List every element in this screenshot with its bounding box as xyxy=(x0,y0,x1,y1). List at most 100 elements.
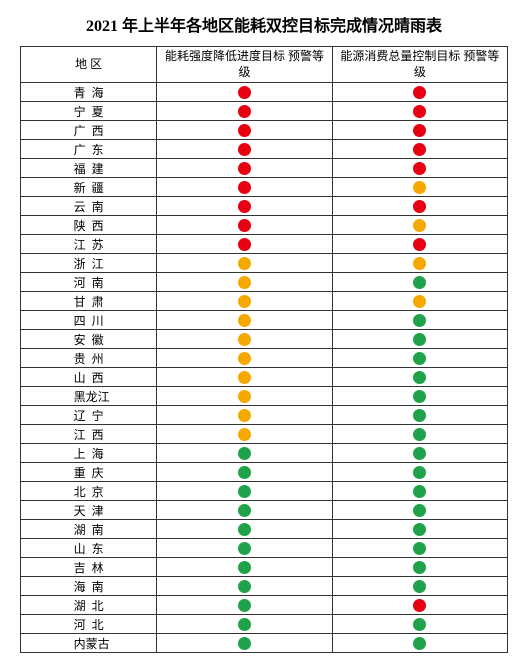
status-dot-icon xyxy=(238,599,251,612)
table-row: 广东 xyxy=(21,140,508,159)
region-cell: 四川 xyxy=(21,311,157,330)
status-dot-icon xyxy=(413,542,426,555)
table-row: 四川 xyxy=(21,311,508,330)
consumption-cell xyxy=(332,444,507,463)
region-cell: 安徽 xyxy=(21,330,157,349)
status-dot-icon xyxy=(413,238,426,251)
consumption-cell xyxy=(332,349,507,368)
status-dot-icon xyxy=(413,466,426,479)
region-cell: 陕西 xyxy=(21,216,157,235)
status-dot-icon xyxy=(413,124,426,137)
table-row: 浙江 xyxy=(21,254,508,273)
status-dot-icon xyxy=(238,485,251,498)
status-dot-icon xyxy=(238,105,251,118)
region-cell: 湖北 xyxy=(21,596,157,615)
status-dot-icon xyxy=(238,447,251,460)
status-dot-icon xyxy=(238,580,251,593)
status-dot-icon xyxy=(238,219,251,232)
header-consumption: 能源消费总量控制目标 预警等级 xyxy=(332,47,507,83)
table-row: 陕西 xyxy=(21,216,508,235)
status-dot-icon xyxy=(238,618,251,631)
consumption-cell xyxy=(332,539,507,558)
intensity-cell xyxy=(157,197,332,216)
intensity-cell xyxy=(157,444,332,463)
table-header-row: 地 区 能耗强度降低进度目标 预警等级 能源消费总量控制目标 预警等级 xyxy=(21,47,508,83)
status-dot-icon xyxy=(238,466,251,479)
region-cell: 江西 xyxy=(21,425,157,444)
intensity-cell xyxy=(157,121,332,140)
table-row: 安徽 xyxy=(21,330,508,349)
status-dot-icon xyxy=(238,637,251,650)
table-row: 山西 xyxy=(21,368,508,387)
intensity-cell xyxy=(157,558,332,577)
consumption-cell xyxy=(332,368,507,387)
intensity-cell xyxy=(157,178,332,197)
consumption-cell xyxy=(332,482,507,501)
status-dot-icon xyxy=(238,390,251,403)
intensity-cell xyxy=(157,539,332,558)
table-row: 天津 xyxy=(21,501,508,520)
status-dot-icon xyxy=(238,542,251,555)
status-dot-icon xyxy=(413,200,426,213)
intensity-cell xyxy=(157,102,332,121)
intensity-cell xyxy=(157,349,332,368)
status-dot-icon xyxy=(238,238,251,251)
status-dot-icon xyxy=(238,523,251,536)
table-row: 吉林 xyxy=(21,558,508,577)
table-row: 黑龙江 xyxy=(21,387,508,406)
intensity-cell xyxy=(157,634,332,653)
status-dot-icon xyxy=(238,428,251,441)
table-row: 青海 xyxy=(21,83,508,102)
table-row: 贵州 xyxy=(21,349,508,368)
status-dot-icon xyxy=(238,314,251,327)
status-dot-icon xyxy=(238,86,251,99)
table-row: 福建 xyxy=(21,159,508,178)
status-dot-icon xyxy=(238,124,251,137)
region-cell: 福建 xyxy=(21,159,157,178)
table-row: 海南 xyxy=(21,577,508,596)
intensity-cell xyxy=(157,368,332,387)
table-row: 湖北 xyxy=(21,596,508,615)
intensity-cell xyxy=(157,577,332,596)
region-cell: 甘肃 xyxy=(21,292,157,311)
table-body: 青海宁夏广西广东福建新疆云南陕西江苏浙江河南甘肃四川安徽贵州山西黑龙江辽宁江西上… xyxy=(21,83,508,653)
status-dot-icon xyxy=(413,276,426,289)
intensity-cell xyxy=(157,216,332,235)
region-cell: 广东 xyxy=(21,140,157,159)
region-cell: 浙江 xyxy=(21,254,157,273)
table-row: 云南 xyxy=(21,197,508,216)
status-dot-icon xyxy=(413,561,426,574)
consumption-cell xyxy=(332,463,507,482)
status-dot-icon xyxy=(413,314,426,327)
region-cell: 上海 xyxy=(21,444,157,463)
table-row: 内蒙古 xyxy=(21,634,508,653)
intensity-cell xyxy=(157,330,332,349)
intensity-cell xyxy=(157,482,332,501)
status-dot-icon xyxy=(413,257,426,270)
status-dot-icon xyxy=(413,409,426,422)
consumption-cell xyxy=(332,178,507,197)
consumption-cell xyxy=(332,501,507,520)
status-dot-icon xyxy=(413,162,426,175)
region-cell: 新疆 xyxy=(21,178,157,197)
consumption-cell xyxy=(332,159,507,178)
status-dot-icon xyxy=(413,485,426,498)
consumption-cell xyxy=(332,615,507,634)
status-table: 地 区 能耗强度降低进度目标 预警等级 能源消费总量控制目标 预警等级 青海宁夏… xyxy=(20,46,508,653)
status-dot-icon xyxy=(413,352,426,365)
region-cell: 吉林 xyxy=(21,558,157,577)
consumption-cell xyxy=(332,387,507,406)
status-dot-icon xyxy=(238,181,251,194)
intensity-cell xyxy=(157,387,332,406)
status-dot-icon xyxy=(238,295,251,308)
region-cell: 内蒙古 xyxy=(21,634,157,653)
status-dot-icon xyxy=(238,200,251,213)
table-row: 甘肃 xyxy=(21,292,508,311)
region-cell: 广西 xyxy=(21,121,157,140)
region-cell: 山西 xyxy=(21,368,157,387)
consumption-cell xyxy=(332,330,507,349)
header-region: 地 区 xyxy=(21,47,157,83)
status-dot-icon xyxy=(413,447,426,460)
table-row: 新疆 xyxy=(21,178,508,197)
intensity-cell xyxy=(157,501,332,520)
